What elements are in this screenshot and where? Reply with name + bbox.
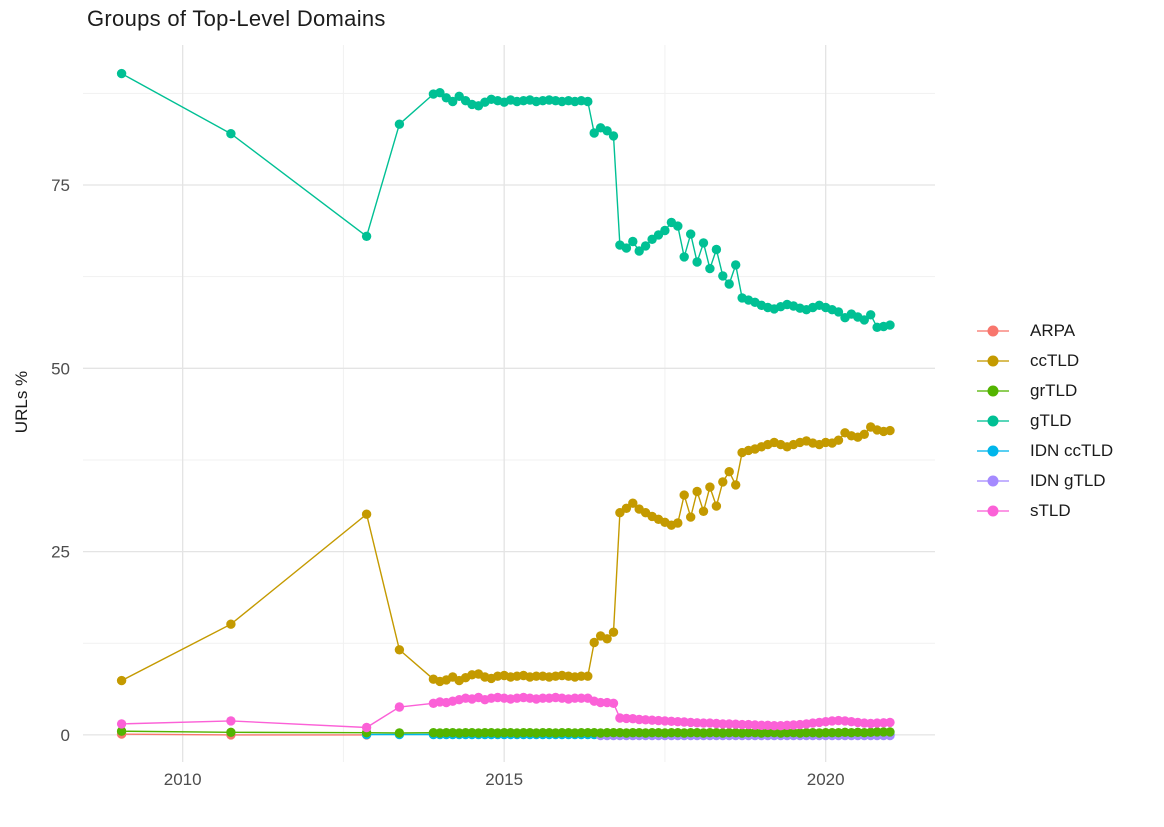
legend-item-gtld: gTLD xyxy=(977,409,1113,432)
chart-plot: 2010 2015 2020 0 25 50 75 xyxy=(51,45,935,789)
legend-item-idn-cctld: IDN ccTLD xyxy=(977,439,1113,462)
legend-item-cctld: ccTLD xyxy=(977,349,1113,372)
legend-label: IDN gTLD xyxy=(1030,470,1106,490)
svg-text:0: 0 xyxy=(61,726,70,745)
legend-key-icon xyxy=(977,354,1009,368)
legend-key-icon xyxy=(977,474,1009,488)
series-gtld xyxy=(116,68,895,332)
svg-text:2015: 2015 xyxy=(485,770,523,789)
svg-text:50: 50 xyxy=(51,359,70,378)
chart-title: Groups of Top-Level Domains xyxy=(87,6,386,31)
legend-label: gTLD xyxy=(1030,410,1072,430)
series-stld xyxy=(116,692,895,733)
legend-label: IDN ccTLD xyxy=(1030,440,1114,460)
legend-label: ARPA xyxy=(1030,320,1076,340)
chart-legend: ARPA ccTLD grTLD gTLD IDN ccTLD IDN gTLD sTLD xyxy=(977,319,1113,522)
legend-item-idn-gtld: IDN gTLD xyxy=(977,469,1113,492)
svg-text:75: 75 xyxy=(51,176,70,195)
axis-tick-labels: 2010 2015 2020 0 25 50 75 xyxy=(51,176,845,789)
gridlines xyxy=(83,45,935,762)
legend-key-icon xyxy=(977,444,1009,458)
legend-label: sTLD xyxy=(1030,500,1071,520)
legend-item-stld: sTLD xyxy=(977,499,1113,522)
series-cctld xyxy=(116,422,895,687)
svg-text:2010: 2010 xyxy=(164,770,202,789)
legend-item-arpa: ARPA xyxy=(977,319,1113,342)
legend-label: ccTLD xyxy=(1030,350,1080,370)
legend-key-icon xyxy=(977,504,1009,518)
legend-key-icon xyxy=(977,414,1009,428)
legend-label: grTLD xyxy=(1030,380,1078,400)
svg-text:2020: 2020 xyxy=(807,770,845,789)
legend-item-grtld: grTLD xyxy=(977,379,1113,402)
svg-text:25: 25 xyxy=(51,543,70,562)
legend-key-icon xyxy=(977,324,1009,338)
legend-key-icon xyxy=(977,384,1009,398)
series-grtld xyxy=(116,726,895,738)
